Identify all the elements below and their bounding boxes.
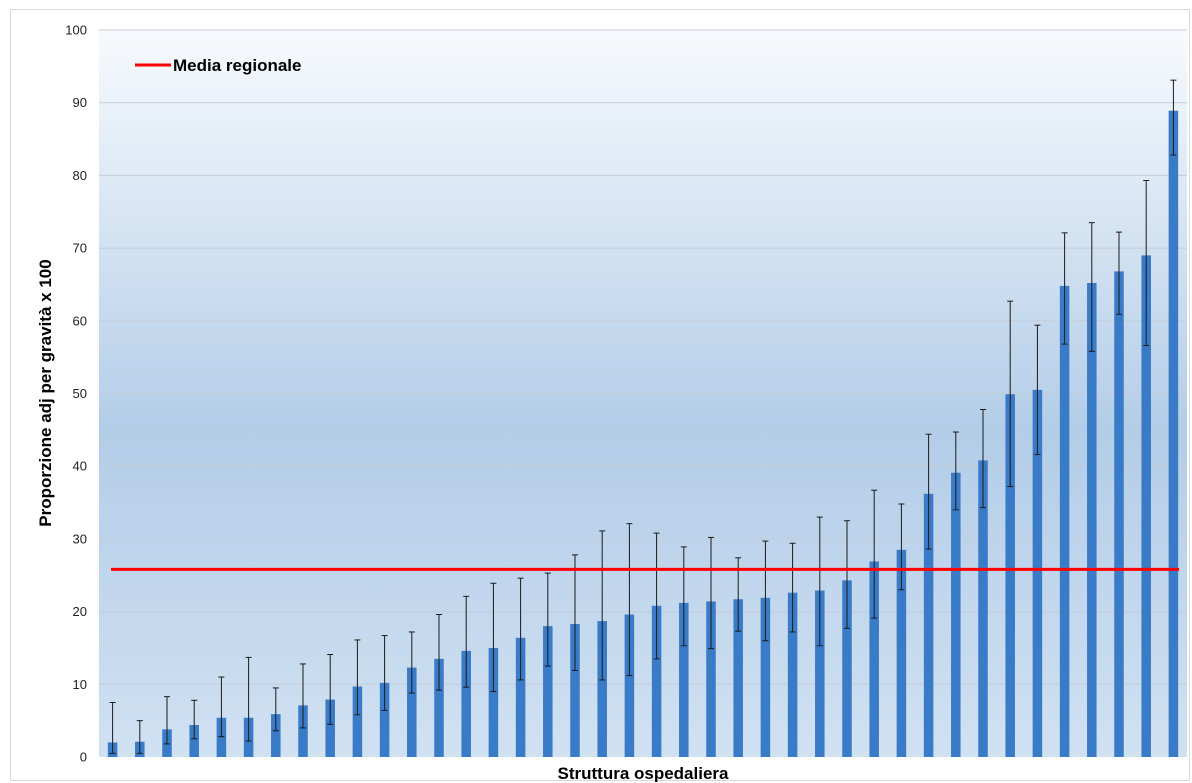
legend: Media regionale xyxy=(135,56,301,75)
bar xyxy=(298,705,308,757)
bar xyxy=(896,549,907,757)
chart-frame: 0 10 20 30 40 50 60 70 80 90 100 Proporzione adj p… xyxy=(10,9,1190,782)
y-tick-label: 70 xyxy=(73,241,87,256)
y-tick-label: 40 xyxy=(73,459,87,474)
bar xyxy=(434,658,444,757)
bar xyxy=(543,626,553,757)
bar xyxy=(624,614,635,757)
bar xyxy=(1114,271,1124,757)
y-tick-label: 80 xyxy=(73,168,87,183)
bar xyxy=(815,590,825,757)
y-tick-label: 50 xyxy=(73,386,87,401)
bar xyxy=(706,601,716,757)
grid-lines xyxy=(99,29,1187,685)
bar xyxy=(951,472,961,757)
bar xyxy=(461,650,471,757)
bar xyxy=(379,682,390,757)
bar xyxy=(488,647,499,757)
y-tick-label: 10 xyxy=(73,677,87,692)
bar xyxy=(733,599,743,757)
bar xyxy=(1005,394,1015,757)
y-tick-label: 0 xyxy=(80,750,87,765)
bar xyxy=(325,699,335,757)
bar xyxy=(352,686,363,757)
bar xyxy=(842,580,852,757)
bar xyxy=(1168,110,1179,757)
bar xyxy=(651,605,662,757)
legend-label: Media regionale xyxy=(173,56,301,75)
y-tick-label: 30 xyxy=(73,531,87,546)
bar xyxy=(407,667,417,757)
bar xyxy=(216,717,227,757)
bar xyxy=(978,460,988,757)
bar xyxy=(679,602,689,757)
y-axis-title: Proporzione adj per gravità x 100 xyxy=(36,259,55,526)
bar xyxy=(787,592,798,757)
x-axis-title: Struttura ospedaliera xyxy=(558,764,730,782)
bar xyxy=(1141,255,1151,757)
bar xyxy=(760,597,771,757)
bar xyxy=(597,621,607,757)
bar xyxy=(1032,389,1043,757)
bar-chart: 0 10 20 30 40 50 60 70 80 90 100 Proporzione adj p… xyxy=(36,23,1187,782)
bar xyxy=(515,637,526,757)
bar xyxy=(189,725,199,757)
bar xyxy=(1087,282,1097,757)
y-tick-label: 60 xyxy=(73,313,87,328)
bar xyxy=(271,714,281,757)
y-tick-labels: 0 10 20 30 40 50 60 70 80 90 100 xyxy=(65,23,87,765)
y-tick-label: 90 xyxy=(73,95,87,110)
bar xyxy=(570,623,580,757)
bar xyxy=(1059,285,1070,757)
y-tick-label: 20 xyxy=(73,604,87,619)
y-tick-label: 100 xyxy=(65,23,87,38)
bar xyxy=(923,493,934,757)
bar xyxy=(869,561,879,757)
error-bars xyxy=(109,79,1177,754)
